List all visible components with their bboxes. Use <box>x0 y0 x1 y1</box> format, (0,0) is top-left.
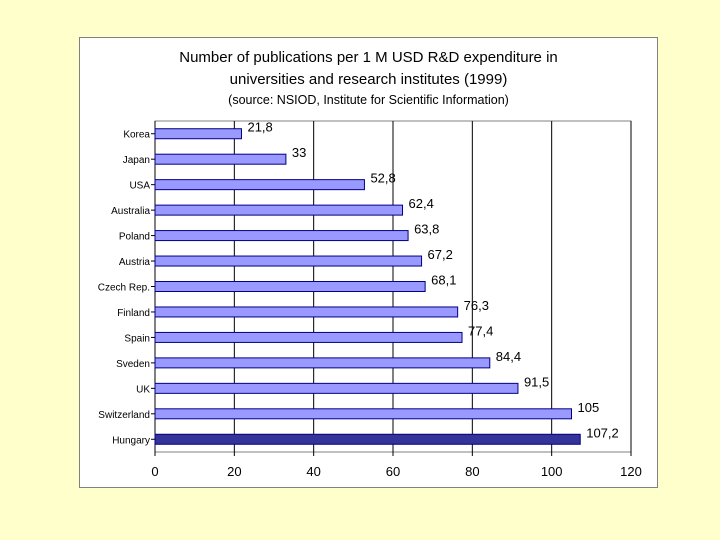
category-label-spain: Spain <box>124 333 150 344</box>
x-tick-label-80: 80 <box>465 464 479 479</box>
category-label-finland: Finland <box>117 308 150 319</box>
chart-subtitle: (source: NSIOD, Institute for Scientific… <box>228 93 509 107</box>
category-label-australia: Australia <box>111 206 150 217</box>
bar-japan <box>154 153 287 165</box>
category-label-usa: USA <box>129 181 150 192</box>
value-label-czech-rep: 68,1 <box>431 273 456 288</box>
bar-czech-rep <box>154 281 426 292</box>
bar-switzerland <box>154 408 572 420</box>
x-tick-label-120: 120 <box>620 464 642 479</box>
category-label-korea: Korea <box>123 130 150 141</box>
category-label-japan: Japan <box>123 155 150 166</box>
bar-uk <box>154 382 519 394</box>
bar-usa <box>154 179 365 191</box>
value-label-hungary: 107,2 <box>586 425 619 440</box>
chart-title-line-2: universities and research institutes (19… <box>229 71 508 88</box>
x-tick-label-20: 20 <box>227 464 241 479</box>
bar-finland <box>154 306 459 318</box>
value-label-japan: 33 <box>292 145 306 160</box>
category-label-czech-rep: Czech Rep. <box>98 283 150 294</box>
category-label-switzerland: Switzerland <box>98 410 150 421</box>
category-label-sveden: Sveden <box>116 359 150 370</box>
bar-australia <box>154 204 404 216</box>
category-label-uk: UK <box>136 384 150 395</box>
category-label-austria: Austria <box>119 257 151 268</box>
value-label-uk: 91,5 <box>524 374 549 389</box>
value-label-australia: 62,4 <box>409 196 434 211</box>
chart-title-line-1: Number of publications per 1 M USD R&D e… <box>179 49 558 66</box>
value-label-sveden: 84,4 <box>496 349 521 364</box>
value-label-spain: 77,4 <box>468 323 493 338</box>
bar-hungary <box>154 433 581 445</box>
x-tick-label-0: 0 <box>151 464 158 479</box>
x-tick-label-60: 60 <box>386 464 400 479</box>
value-label-switzerland: 105 <box>578 400 600 415</box>
value-label-usa: 52,8 <box>370 171 395 186</box>
bar-poland <box>154 230 409 242</box>
bar-korea <box>154 128 242 140</box>
value-label-poland: 63,8 <box>414 222 439 237</box>
value-label-austria: 67,2 <box>428 247 453 262</box>
x-tick-label-40: 40 <box>306 464 320 479</box>
category-label-hungary: Hungary <box>112 435 150 446</box>
value-label-finland: 76,3 <box>464 298 489 313</box>
value-label-korea: 21,8 <box>247 120 272 135</box>
bar-austria <box>154 255 423 267</box>
x-tick-label-100: 100 <box>541 464 563 479</box>
bar-sveden <box>154 357 491 369</box>
bar-spain <box>154 331 463 343</box>
category-label-poland: Poland <box>119 232 150 243</box>
